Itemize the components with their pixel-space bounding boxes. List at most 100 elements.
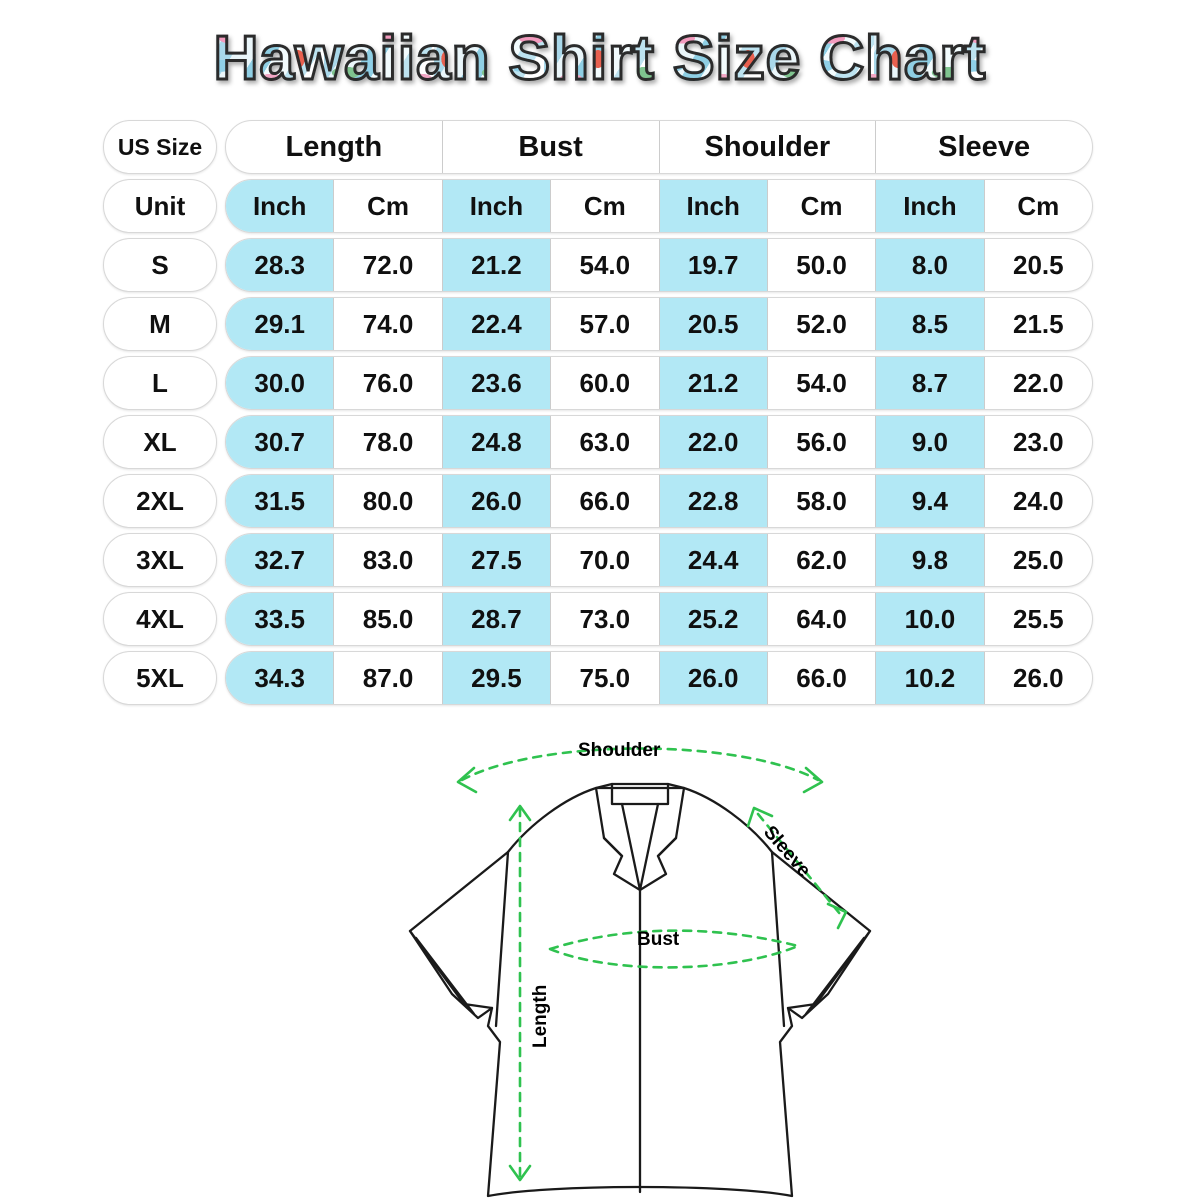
collar-v-opening	[620, 802, 660, 892]
size-cell: M	[103, 297, 217, 351]
measurement-cell: 75.0	[551, 652, 660, 704]
length-label: Length	[530, 984, 551, 1048]
table-row: M 29.1 74.0 22.4 57.0 20.5 52.0 8.5 21.5	[103, 297, 1093, 351]
row-data-block: 30.7 78.0 24.8 63.0 22.0 56.0 9.0 23.0	[225, 415, 1093, 469]
group-header-cell: Shoulder	[660, 121, 877, 173]
group-header-cell: Bust	[443, 121, 660, 173]
measurement-cell: 25.5	[1013, 603, 1064, 634]
right-sleeve-seam	[770, 850, 786, 1028]
measurement-cell: 50.0	[768, 239, 877, 291]
measurement-cell: 83.0	[334, 534, 443, 586]
measurement-cell: 28.3	[226, 239, 335, 291]
unit-header-cell: Cm	[551, 180, 660, 232]
measurement-cell: 26.0	[1013, 662, 1064, 693]
shoulder-arrow-right	[802, 766, 824, 794]
unit-header-cell: Inch	[659, 180, 768, 232]
measurement-cell: 32.7	[226, 534, 335, 586]
measurement-cell: 66.0	[768, 652, 877, 704]
measurement-cell: 85.0	[334, 593, 443, 645]
measurement-cell: 9.4	[876, 475, 985, 527]
measurement-cell: 66.0	[551, 475, 660, 527]
table-row: 4XL 33.5 85.0 28.7 73.0 25.2 64.0 10.0 25.5	[103, 592, 1093, 646]
measurement-cell: 22.4	[442, 298, 552, 350]
measurement-cell: 22.0	[659, 416, 768, 468]
page-title-container: Hawaiian Shirt Size Chart	[0, 16, 1200, 102]
measurement-cell: 73.0	[551, 593, 660, 645]
row-data-block: 34.3 87.0 29.5 75.0 26.0 66.0 10.2 26.0	[225, 651, 1093, 705]
measurement-cell: 20.5	[659, 298, 768, 350]
size-cell: 5XL	[103, 651, 217, 705]
measurement-cell: 21.2	[659, 357, 768, 409]
table-row: Unit Inch Cm Inch Cm Inch Cm Inch Cm	[103, 179, 1093, 233]
unit-header-cell: Cm	[1017, 190, 1060, 221]
measurement-cell: 62.0	[768, 534, 877, 586]
measurement-cell: 21.2	[442, 239, 552, 291]
collar-band	[610, 782, 670, 806]
length-arrow-bottom	[508, 1164, 532, 1182]
measurement-cell: 57.0	[551, 298, 660, 350]
measurement-cell: 30.7	[226, 416, 335, 468]
measurement-cell: 29.1	[226, 298, 335, 350]
measurement-cell: 26.0	[442, 475, 552, 527]
unit-header-cell: Inch	[226, 180, 335, 232]
measurement-cell: 25.0	[1013, 544, 1064, 575]
page-title: Hawaiian Shirt Size Chart	[212, 16, 987, 102]
group-header-cell: Sleeve	[938, 130, 1031, 163]
size-cell: 3XL	[103, 533, 217, 587]
measurement-cell: 34.3	[226, 652, 335, 704]
measurement-cell: 87.0	[334, 652, 443, 704]
collar-notch-left	[602, 836, 624, 858]
size-chart-table: US Size Length Bust Shoulder Sleeve Unit Inch C…	[103, 120, 1093, 706]
size-cell: XL	[103, 415, 217, 469]
measurement-cell: 30.0	[226, 357, 335, 409]
bust-label: Bust	[637, 929, 680, 950]
row-data-block: 31.5 80.0 26.0 66.0 22.8 58.0 9.4 24.0	[225, 474, 1093, 528]
shoulder-measure-line	[460, 747, 820, 782]
measurement-cell: 8.7	[876, 357, 985, 409]
measurement-cell: 24.4	[659, 534, 768, 586]
length-arrow-top	[508, 804, 532, 822]
measurement-cell: 64.0	[768, 593, 877, 645]
measurement-cell: 28.7	[442, 593, 552, 645]
measurement-cell: 21.5	[1013, 308, 1064, 339]
shoulder-label: Shoulder	[578, 740, 661, 761]
measurement-cell: 33.5	[226, 593, 335, 645]
measurement-cell: 60.0	[551, 357, 660, 409]
bust-measure-line	[546, 929, 803, 969]
measurement-cell: 63.0	[551, 416, 660, 468]
measurement-cell: 72.0	[334, 239, 443, 291]
measurement-cell: 27.5	[442, 534, 552, 586]
measurement-cell: 25.2	[659, 593, 768, 645]
row-data-block: 30.0 76.0 23.6 60.0 21.2 54.0 8.7 22.0	[225, 356, 1093, 410]
size-cell: L	[103, 356, 217, 410]
measurement-cell: 19.7	[659, 239, 768, 291]
table-row: 5XL 34.3 87.0 29.5 75.0 26.0 66.0 10.2 26.0	[103, 651, 1093, 705]
measurement-cell: 56.0	[768, 416, 877, 468]
measurement-cell: 31.5	[226, 475, 335, 527]
measurement-cell: 24.0	[1013, 485, 1064, 516]
measurement-cell: 52.0	[768, 298, 877, 350]
measurement-cell: 20.5	[1013, 249, 1064, 280]
size-cell: US Size	[103, 120, 217, 174]
measurement-cell: 58.0	[768, 475, 877, 527]
measurement-cell: 8.5	[876, 298, 985, 350]
row-data-block: Length Bust Shoulder Sleeve	[225, 120, 1093, 174]
measurement-cell: 54.0	[551, 239, 660, 291]
unit-header-cell: Cm	[334, 180, 443, 232]
shirt-illustration	[408, 747, 872, 1198]
size-cell: Unit	[103, 179, 217, 233]
unit-header-cell: Cm	[768, 180, 877, 232]
measurement-cell: 8.0	[876, 239, 985, 291]
sleeve-arrow-top	[746, 806, 774, 828]
measurement-cell: 76.0	[334, 357, 443, 409]
right-cuff-fold-b	[804, 936, 866, 1016]
measurement-cell: 9.0	[876, 416, 985, 468]
unit-header-cell: Inch	[442, 180, 552, 232]
sleeve-arrow-bottom	[826, 902, 848, 930]
size-cell: 4XL	[103, 592, 217, 646]
table-row: 3XL 32.7 83.0 27.5 70.0 24.4 62.0 9.8 25.0	[103, 533, 1093, 587]
table-row: L 30.0 76.0 23.6 60.0 21.2 54.0 8.7 22.0	[103, 356, 1093, 410]
measurement-cell: 74.0	[334, 298, 443, 350]
size-cell: 2XL	[103, 474, 217, 528]
row-data-block: 28.3 72.0 21.2 54.0 19.7 50.0 8.0 20.5	[225, 238, 1093, 292]
